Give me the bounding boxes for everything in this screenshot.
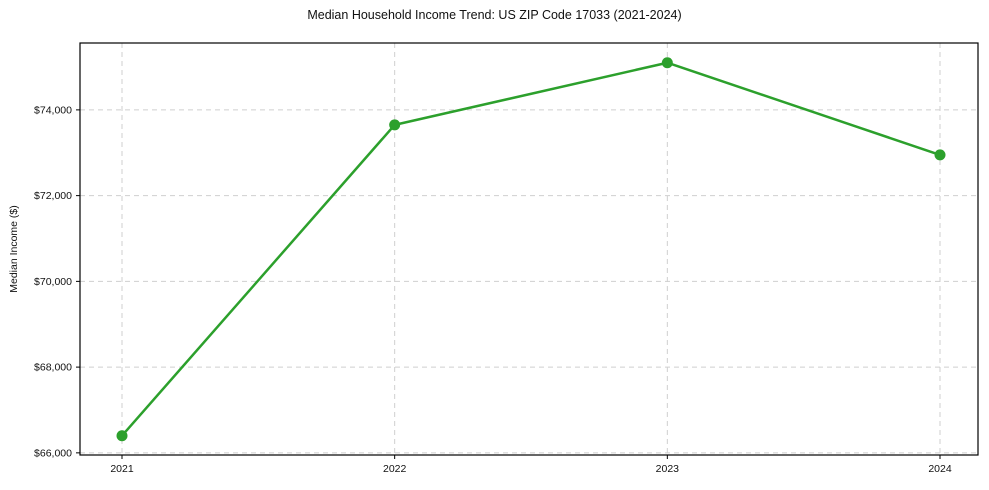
plot-border bbox=[79, 42, 979, 456]
x-tick-label: 2022 bbox=[383, 463, 407, 475]
x-tick-label: 2024 bbox=[928, 463, 952, 475]
y-tick-label: $72,000 bbox=[34, 190, 72, 202]
y-tick-label: $66,000 bbox=[34, 447, 72, 459]
y-axis-label: Median Income ($) bbox=[8, 205, 20, 293]
data-point bbox=[934, 149, 946, 161]
x-tick-label: 2021 bbox=[110, 463, 134, 475]
trend-line bbox=[121, 61, 941, 437]
chart-title: Median Household Income Trend: US ZIP Co… bbox=[307, 8, 682, 22]
y-tick-label: $68,000 bbox=[34, 362, 72, 374]
data-point bbox=[661, 57, 673, 69]
data-point bbox=[116, 430, 128, 442]
y-tick-label: $74,000 bbox=[34, 104, 72, 116]
y-tick-label: $70,000 bbox=[34, 276, 72, 288]
data-point bbox=[389, 119, 401, 131]
x-tick-label: 2023 bbox=[656, 463, 680, 475]
